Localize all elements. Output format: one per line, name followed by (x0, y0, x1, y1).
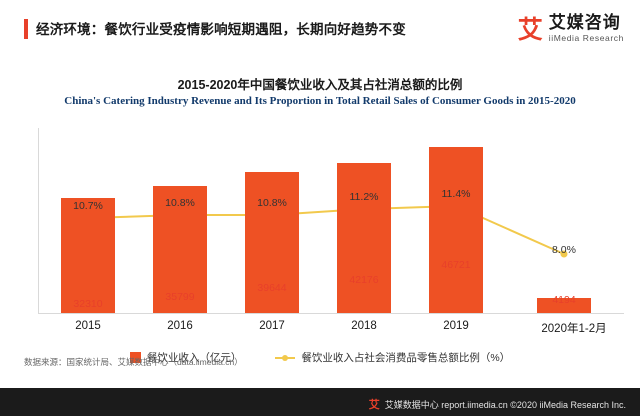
bar-value-2016: 35799 (165, 291, 195, 303)
x-axis-line (38, 313, 624, 314)
logo-text-cn: 艾媒咨询 (548, 13, 621, 33)
footer-text: 艾媒数据中心 report.iimedia.cn ©2020 iiMedia R… (384, 399, 626, 410)
page-header: 经济环境：餐饮行业受疫情影响短期遇阻，长期向好趋势不变 艾 艾媒咨询 iiMed… (0, 0, 640, 59)
pct-label-2019: 11.4% (441, 188, 471, 200)
bar-value-2020: 4194 (552, 294, 576, 306)
pct-label-2015: 10.7% (73, 200, 103, 212)
pct-label-2018: 11.2% (349, 191, 379, 203)
bar-2019 (429, 147, 483, 313)
brand-logo: 艾 艾媒咨询 iiMedia Research (518, 12, 624, 46)
source-note: 数据来源：国家统计局、艾媒数据中心（data.iimedia.cn） (24, 357, 243, 367)
x-tick-2017: 2017 (259, 320, 285, 332)
pct-label-2017: 10.8% (257, 197, 287, 209)
bar-2020 (537, 298, 591, 313)
chart-card: 2015-2020年中国餐饮业收入及其占社消总额的比例 China's Cate… (0, 58, 640, 388)
plot-area: 32310 35799 39644 42176 46721 4194 10.7%… (0, 58, 640, 388)
footer-content: 艾 艾媒数据中心 report.iimedia.cn ©2020 iiMedia… (369, 396, 626, 412)
legend-swatch-bar-icon (129, 352, 141, 363)
bar-value-2017: 39644 (257, 282, 287, 294)
x-tick-2018: 2018 (351, 320, 377, 332)
legend-item-bar: 餐饮业收入（亿元） (129, 350, 242, 365)
x-tick-2016: 2016 (167, 320, 193, 332)
logo-text-en: iiMedia Research (548, 33, 624, 44)
bar-value-2015: 32310 (73, 298, 103, 310)
chart-title-en: China's Catering Industry Revenue and It… (64, 95, 576, 107)
chart-title-cn: 2015-2020年中国餐饮业收入及其占社消总额的比例 (177, 78, 463, 92)
bar-2015 (61, 198, 115, 313)
bar-value-2018: 42176 (349, 274, 379, 286)
chart-legend: 餐饮业收入（亿元） 餐饮业收入占社会消费品零售总额比例（%） (0, 350, 640, 365)
x-tick-2019: 2019 (443, 320, 469, 332)
logo-mark-icon: 艾 (517, 14, 543, 44)
page-title: 经济环境：餐饮行业受疫情影响短期遇阻，长期向好趋势不变 (36, 22, 406, 37)
legend-item-line: 餐饮业收入占社会消费品零售总额比例（%） (275, 350, 510, 365)
legend-label-line: 餐饮业收入占社会消费品零售总额比例（%） (301, 352, 511, 364)
bar-2016 (153, 186, 207, 313)
x-tick-2015: 2015 (75, 320, 101, 332)
header-accent-bar (24, 19, 28, 39)
legend-swatch-line-icon (275, 354, 296, 361)
pct-label-2020: 8.0% (552, 244, 576, 256)
page-footer: 艾 艾媒数据中心 report.iimedia.cn ©2020 iiMedia… (0, 388, 640, 416)
footer-logo-icon: 艾 (368, 399, 380, 411)
y-axis-line (38, 128, 39, 314)
bar-2018 (337, 163, 391, 313)
x-tick-2020: 2020年1-2月 (541, 323, 607, 335)
bar-value-2019: 46721 (441, 259, 471, 271)
bar-2017 (245, 172, 299, 313)
pct-label-2016: 10.8% (165, 197, 195, 209)
legend-label-bar: 餐饮业收入（亿元） (146, 352, 242, 364)
